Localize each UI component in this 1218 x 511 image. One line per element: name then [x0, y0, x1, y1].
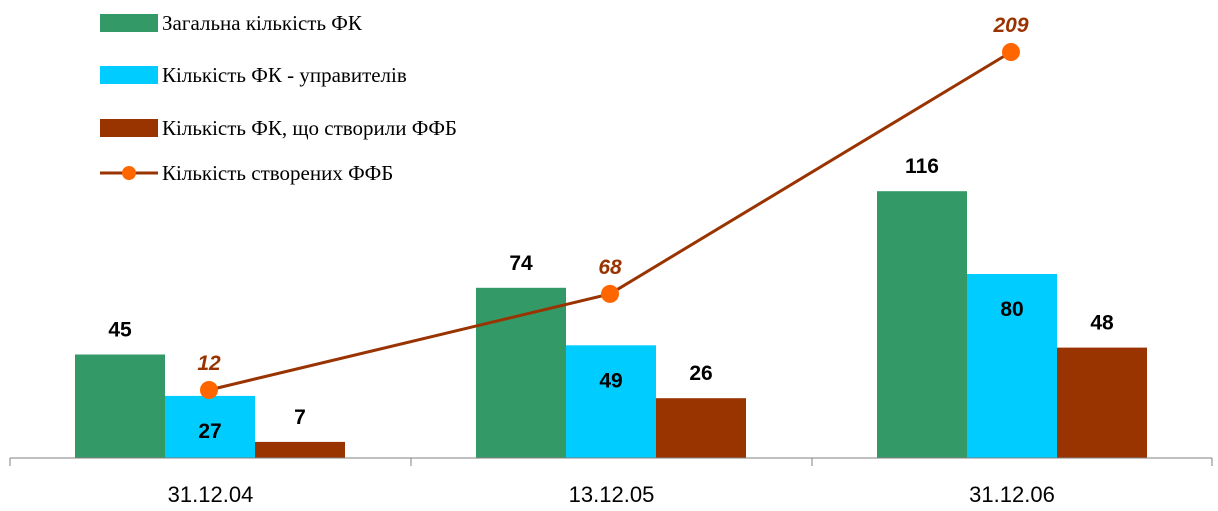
line-layer: 12 68 209 [197, 14, 1029, 399]
line-value-label: 209 [992, 14, 1028, 37]
bar-labels: 45 74 116 27 49 80 7 26 48 [108, 155, 1114, 443]
bar-2-13.12.05 [566, 345, 656, 458]
legend-label: Кількість ФК - управителів [162, 63, 407, 87]
bar-3-13.12.05 [656, 398, 746, 458]
bar-value-label: 45 [108, 319, 132, 342]
legend-swatch [100, 14, 158, 32]
line-point [1002, 43, 1020, 61]
bar-value-label: 74 [509, 252, 533, 275]
bar-value-label: 27 [198, 420, 221, 443]
bar-2-31.12.04 [165, 395, 255, 458]
bar-1-31.12.06 [877, 191, 967, 458]
bars [75, 191, 1147, 458]
bar-value-label: 26 [689, 362, 712, 385]
bar-3-31.12.06 [1057, 347, 1147, 458]
bar-1-13.12.05 [476, 287, 566, 458]
x-tick-label: 13.12.05 [569, 482, 655, 506]
legend: Загальна кількість ФК Кількість ФК - упра… [100, 11, 457, 185]
x-tick-label: 31.12.06 [969, 482, 1055, 506]
bar-3-31.12.04 [255, 441, 345, 458]
legend-swatch [100, 66, 158, 84]
bar-1-31.12.04 [75, 354, 165, 458]
line-value-label: 68 [598, 256, 622, 279]
line-point [601, 284, 619, 303]
line-value-label: 12 [197, 352, 221, 375]
bar-value-label: 7 [294, 406, 306, 429]
legend-label: Кількість ФК, що створили ФФБ [162, 116, 457, 140]
bar-value-label: 48 [1090, 312, 1114, 335]
legend-swatch [100, 119, 158, 137]
bar-2-31.12.06 [967, 274, 1057, 458]
x-tick-label: 31.12.04 [168, 482, 254, 506]
bar-value-label: 116 [905, 155, 939, 178]
bar-value-label: 80 [1000, 298, 1023, 321]
legend-label: Кількість створених ФФБ [162, 161, 393, 185]
legend-marker [122, 166, 136, 180]
bar-value-label: 49 [599, 369, 622, 392]
legend-label: Загальна кількість ФК [162, 11, 363, 35]
x-axis: 31.12.04 13.12.05 31.12.06 [9, 457, 1213, 507]
line-point [200, 381, 218, 399]
